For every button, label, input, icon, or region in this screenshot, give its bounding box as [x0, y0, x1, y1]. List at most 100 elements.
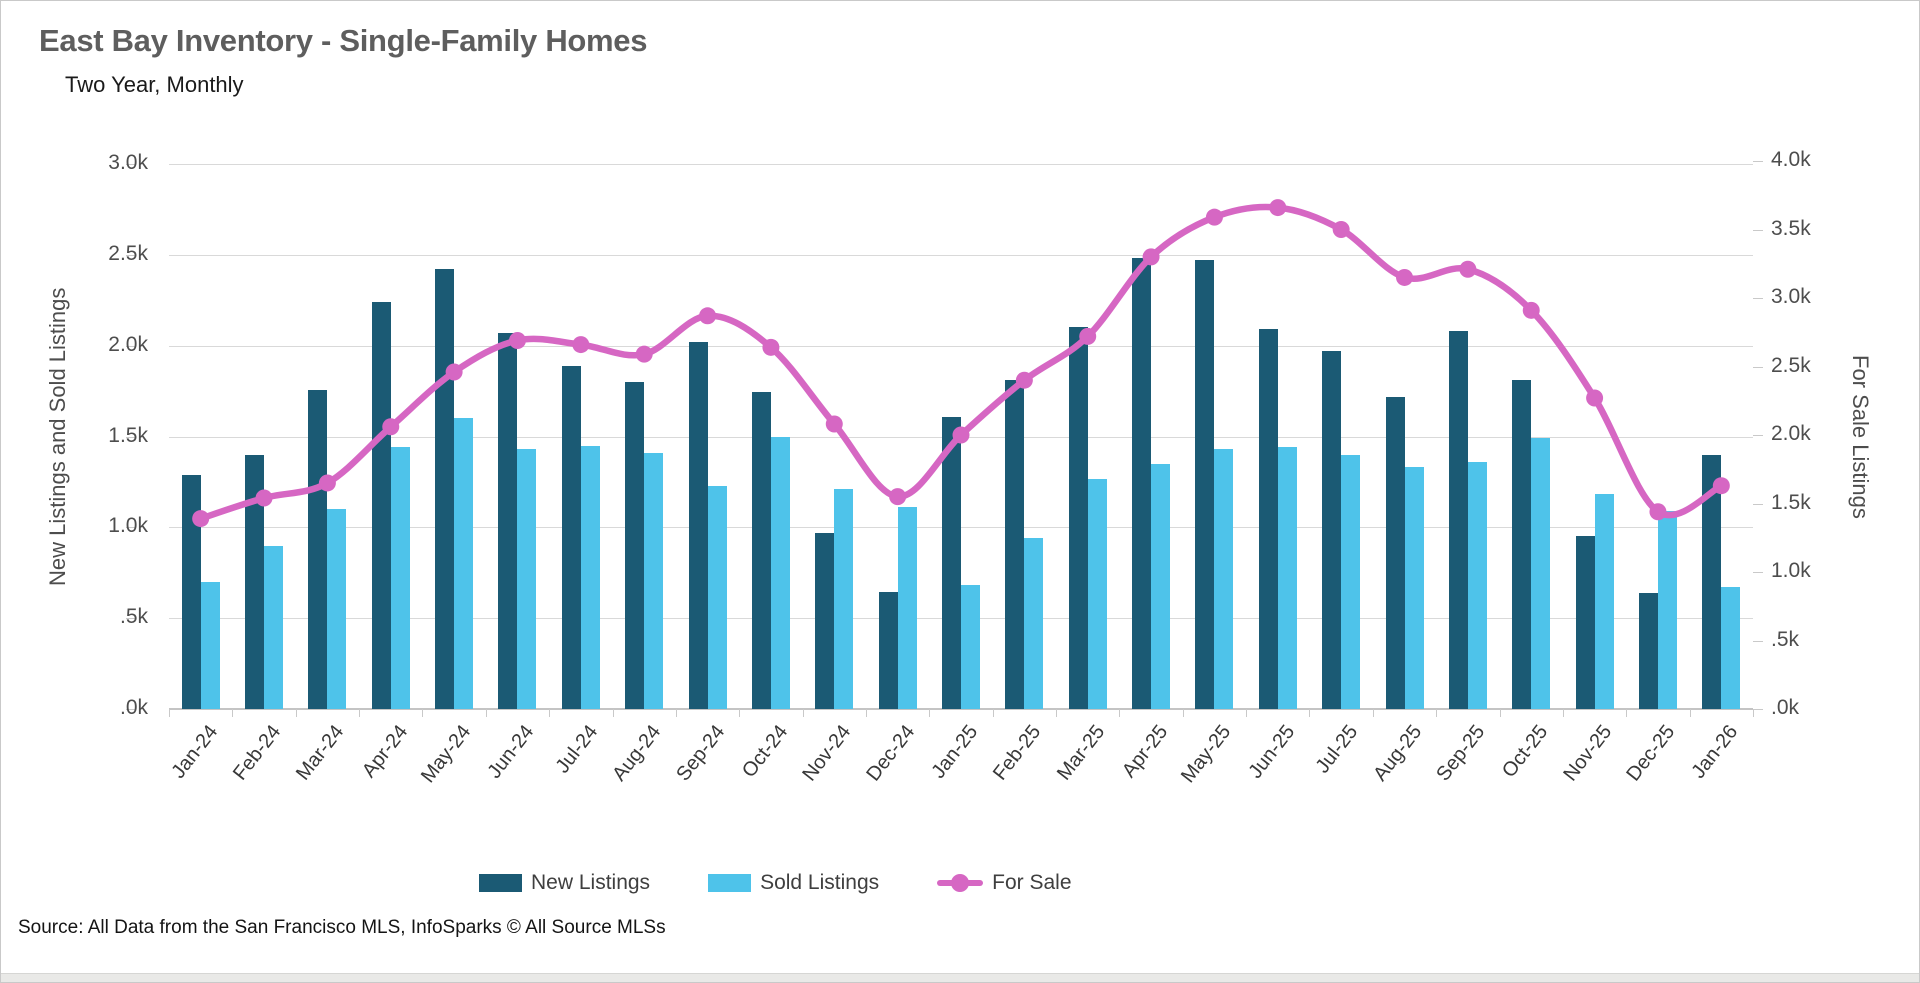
- for-sale-point-Nov-25: [1586, 389, 1604, 407]
- x-axis-label-Feb-25: Feb-25: [989, 721, 1046, 785]
- bar-new-listings-Aug-24: [625, 382, 645, 709]
- right-axis-tick-label: .0k: [1771, 696, 1800, 719]
- bar-sold-listings-Jun-25: [1277, 447, 1297, 709]
- for-sale-point-Dec-25: [1649, 503, 1667, 521]
- x-axis-tick: [739, 709, 741, 717]
- bar-sold-listings-Aug-25: [1404, 467, 1424, 709]
- bar-sold-listings-May-24: [454, 418, 474, 709]
- legend-item-for-sale: For Sale: [937, 871, 1072, 895]
- for-sale-point-Jun-25: [1269, 199, 1287, 217]
- for-sale-point-Jul-24: [572, 336, 590, 354]
- gridline: [169, 345, 1753, 347]
- bar-sold-listings-Jul-25: [1341, 454, 1361, 709]
- legend-item-new-listings: New Listings: [479, 871, 650, 895]
- bar-new-listings-Jan-25: [942, 416, 961, 709]
- right-axis-tick: [1753, 709, 1763, 710]
- right-axis-tick: [1753, 298, 1763, 299]
- x-axis-tick: [1499, 709, 1501, 717]
- bar-sold-listings-Sep-25: [1467, 461, 1487, 709]
- left-axis-title: New Listings and Sold Listings: [45, 287, 70, 586]
- new-listings-swatch-icon: [479, 874, 522, 892]
- x-axis-tick: [802, 709, 804, 717]
- for-sale-point-Feb-24: [255, 489, 273, 507]
- bar-sold-listings-Nov-24: [834, 489, 854, 709]
- bar-new-listings-Jan-24: [181, 474, 201, 709]
- bar-new-listings-Feb-25: [1005, 380, 1025, 709]
- x-axis-label-Jun-24: Jun-24: [483, 721, 539, 783]
- x-axis-tick: [1626, 709, 1628, 717]
- bar-sold-listings-Sep-24: [707, 485, 727, 709]
- bar-sold-listings-Nov-25: [1594, 493, 1614, 709]
- for-sale-point-Mar-25: [1079, 327, 1097, 345]
- gridline: [169, 527, 1753, 529]
- bar-sold-listings-Oct-25: [1531, 438, 1551, 709]
- bar-new-listings-Aug-25: [1385, 397, 1405, 709]
- right-axis-tick-label: 4.0k: [1771, 148, 1811, 171]
- x-axis-tick: [1436, 709, 1438, 717]
- x-axis-tick: [1753, 709, 1754, 717]
- for-sale-point-Jan-24: [192, 510, 210, 528]
- bar-sold-listings-Dec-24: [897, 507, 917, 709]
- x-axis-tick: [232, 709, 234, 717]
- page-title: East Bay Inventory - Single-Family Homes: [39, 23, 648, 58]
- left-axis-tick-label: 2.5k: [108, 241, 148, 265]
- bar-new-listings-Jun-24: [498, 332, 518, 709]
- left-axis-tick: [126, 527, 136, 529]
- left-axis-tick-label: 1.0k: [108, 514, 148, 538]
- x-axis-label-Oct-24: Oct-24: [737, 721, 793, 782]
- bar-sold-listings-Oct-24: [770, 436, 790, 709]
- gridline: [169, 254, 1753, 256]
- x-axis-label-Apr-25: Apr-25: [1118, 721, 1173, 782]
- for-sale-point-Jul-25: [1332, 221, 1350, 238]
- for-sale-line-chart: [192, 199, 1730, 528]
- left-axis-tick-label: 3.0k: [108, 151, 148, 174]
- right-axis-tick: [1753, 435, 1763, 436]
- right-axis-tick: [1753, 161, 1763, 162]
- right-axis-tick: [1753, 366, 1763, 368]
- right-axis-tick-label: 3.0k: [1771, 285, 1811, 308]
- bar-sold-listings-Aug-24: [644, 452, 664, 709]
- bar-sold-listings-Jun-24: [517, 449, 537, 709]
- legend-label: Sold Listings: [760, 871, 880, 894]
- bar-new-listings-Sep-25: [1448, 331, 1468, 709]
- bar-sold-listings-Feb-24: [264, 545, 284, 709]
- left-axis-tick: [126, 254, 136, 256]
- for-sale-point-May-25: [1205, 208, 1223, 226]
- right-axis-tick: [1753, 572, 1763, 573]
- left-axis-tick: [126, 618, 136, 620]
- x-axis-label-May-25: May-25: [1177, 721, 1236, 788]
- x-axis-tick: [865, 709, 867, 717]
- bar-new-listings-Apr-24: [371, 302, 391, 709]
- bar-new-listings-Jun-25: [1258, 329, 1278, 709]
- bar-sold-listings-Apr-25: [1151, 463, 1171, 709]
- left-axis-tick-label: 1.5k: [108, 423, 148, 447]
- bar-sold-listings-Dec-25: [1657, 510, 1677, 709]
- left-axis-tick-label: 2.0k: [108, 332, 148, 356]
- bar-new-listings-Nov-24: [815, 532, 835, 709]
- bar-sold-listings-Feb-25: [1024, 538, 1044, 709]
- for-sale-point-Aug-25: [1396, 268, 1414, 286]
- x-axis-tick: [295, 709, 297, 717]
- x-axis-tick: [485, 709, 487, 717]
- x-axis-label-Aug-25: Aug-25: [1368, 721, 1426, 786]
- bar-new-listings-Apr-25: [1132, 258, 1152, 709]
- x-axis-label-Mar-25: Mar-25: [1052, 721, 1110, 785]
- x-axis-tick: [1689, 709, 1691, 717]
- bar-sold-listings-Mar-25: [1087, 479, 1107, 709]
- x-axis-label-Aug-24: Aug-24: [608, 721, 666, 786]
- x-axis-label-Jan-26: Jan-26: [1687, 721, 1743, 783]
- x-axis-label-May-24: May-24: [417, 721, 476, 788]
- for-sale-line-icon: [937, 874, 984, 892]
- x-axis-label-Nov-24: Nov-24: [798, 721, 856, 786]
- left-axis-tick: [126, 709, 136, 710]
- x-axis-tick: [549, 709, 551, 717]
- x-axis-label-Jan-25: Jan-25: [927, 721, 983, 783]
- x-axis-label-Sep-25: Sep-25: [1432, 721, 1490, 786]
- left-axis-tick: [126, 436, 136, 438]
- for-sale-point-Apr-24: [382, 418, 400, 436]
- x-axis-label-Jul-25: Jul-25: [1311, 721, 1363, 778]
- for-sale-point-Mar-24: [318, 474, 336, 492]
- x-axis-tick: [1372, 709, 1374, 717]
- right-axis-tick-label: 1.0k: [1771, 559, 1811, 582]
- right-axis-tick: [1753, 503, 1763, 505]
